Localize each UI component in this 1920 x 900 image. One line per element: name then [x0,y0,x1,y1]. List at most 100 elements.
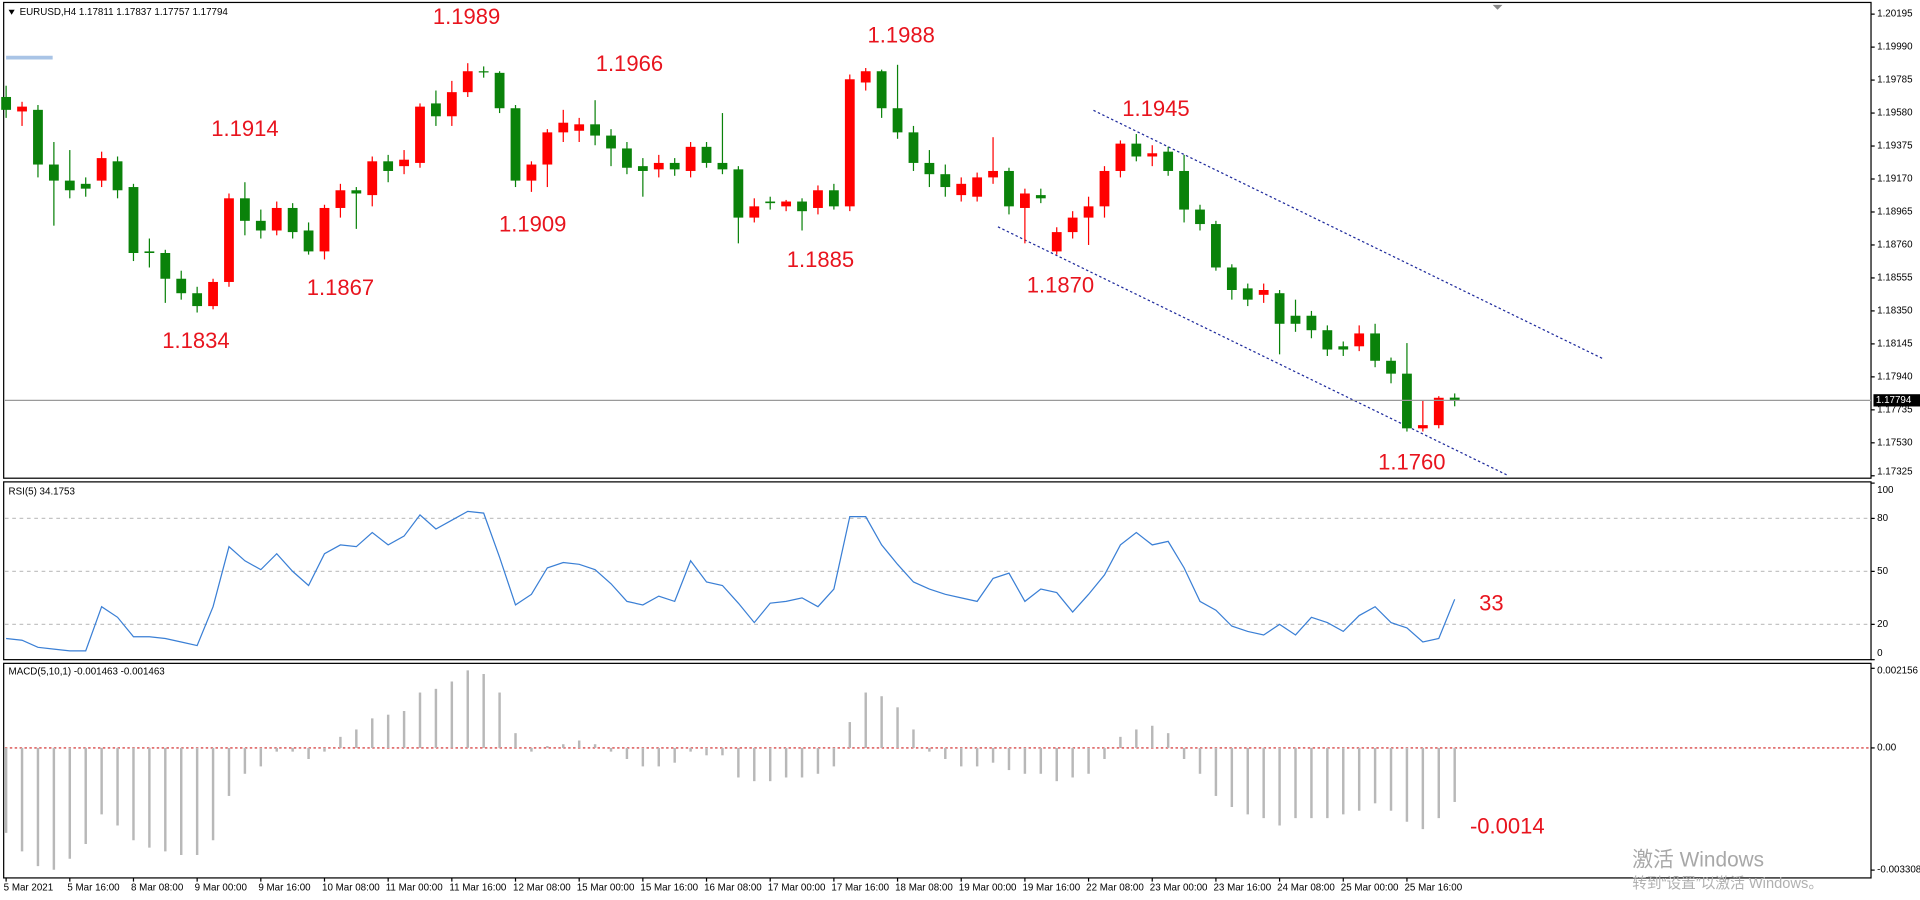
annotation: 1.1945 [1122,96,1189,121]
y-tick-label: 0 [1877,648,1883,659]
candle-body [956,183,967,196]
candle-body [255,220,266,231]
x-tick-label: 15 Mar 00:00 [577,882,635,893]
candle-body [1004,170,1014,207]
y-tick-label: 1.19375 [1877,141,1913,152]
annotation: 1.1885 [787,247,854,272]
candle-body [1449,397,1460,401]
shift-marker [1492,4,1503,10]
y-tick-label: 1.20195 [1877,9,1913,20]
y-tick-label: 50 [1877,566,1888,577]
candle-body [1226,267,1237,291]
candle-body [287,207,298,233]
upper-trend-line [1093,109,1605,360]
candle-body [1,96,12,110]
candle-body [176,278,187,294]
candle-body [224,198,234,282]
y-tick-label: 1.19580 [1877,108,1913,119]
annotation: 1.1988 [868,23,935,48]
candle-body [48,164,59,181]
annotation: 1.1909 [499,211,566,236]
annotation: 33 [1479,590,1504,615]
candle-body [96,158,107,181]
candle-body [80,183,91,189]
x-tick-label: 16 Mar 08:00 [704,882,762,893]
candle-body [1035,195,1046,199]
x-tick-label: 5 Mar 16:00 [67,882,120,893]
x-tick-label: 12 Mar 08:00 [513,882,571,893]
x-tick-label: 24 Mar 08:00 [1277,882,1335,893]
watermark-title: 激活 Windows [1632,848,1764,871]
candle-body [1083,206,1094,218]
candle-body [717,162,728,170]
y-tick-label: 20 [1877,619,1888,630]
x-tick-label: 11 Mar 00:00 [386,882,444,893]
annotation: 1.1989 [433,4,500,29]
annotation: 1.1760 [1378,449,1445,474]
candle-body [558,122,569,133]
candle-body [972,177,983,197]
candle-body [1274,293,1285,324]
x-tick-label: 17 Mar 00:00 [768,882,826,893]
candle-body [1163,151,1174,171]
candle-body [908,132,919,163]
candle-body [1290,315,1301,324]
x-tick-label: 9 Mar 16:00 [258,882,311,893]
candle-body [144,251,155,254]
candle-body [1338,346,1349,350]
x-tick-label: 9 Mar 00:00 [195,882,248,893]
y-tick-label: 0.002156 [1877,665,1918,676]
candle-body [415,106,425,163]
candle-body [1179,170,1189,210]
candle-body [988,170,998,178]
candle-body [271,207,282,231]
x-tick-label: 8 Mar 08:00 [131,882,184,893]
candle-body [1417,425,1428,429]
candle-body [749,206,760,218]
candle-body [1115,143,1126,171]
candle-body [685,146,696,171]
candle-body [240,198,250,221]
candle-body [335,190,346,208]
candle-body [828,190,839,207]
candle-body [446,92,457,117]
candle-body [701,146,712,163]
candle-body [17,106,27,112]
candle-body [1195,209,1205,225]
x-tick-label: 23 Mar 00:00 [1150,882,1208,893]
y-tick-label: 1.17325 [1877,467,1913,478]
candle-body [399,159,409,167]
candle-body [112,161,123,191]
x-tick-label: 5 Mar 2021 [4,882,54,893]
candle-body [1322,330,1333,350]
candle-body [574,124,585,131]
candle-body [431,103,441,117]
candle-body [844,79,855,207]
annotation: 1.1914 [211,116,278,141]
rsi-title: RSI(5) 34.1753 [9,486,76,497]
y-tick-label: 1.18350 [1877,306,1913,317]
candle-body [303,230,314,252]
candle-body [653,162,664,170]
candle-body [1242,288,1253,300]
candle-body [924,162,935,175]
candle-body [797,201,807,212]
candle-body [1370,333,1380,361]
x-tick-label: 19 Mar 16:00 [1022,882,1080,893]
candle-body [669,162,680,170]
x-tick-label: 22 Mar 08:00 [1086,882,1144,893]
candle-body [860,71,871,83]
candle-body [1051,232,1062,252]
y-tick-label: 1.17735 [1877,404,1913,415]
chart-title: EURUSD,H4 1.17811 1.17837 1.17757 1.1779… [20,7,229,18]
rsi-line [6,510,1456,652]
candle-body [892,108,903,133]
y-tick-label: 1.19170 [1877,174,1913,185]
annotation: 1.1834 [162,328,229,353]
candle-body [813,190,823,208]
candle-body [1258,290,1269,295]
candle-body [367,161,378,196]
candle-body [733,169,744,218]
